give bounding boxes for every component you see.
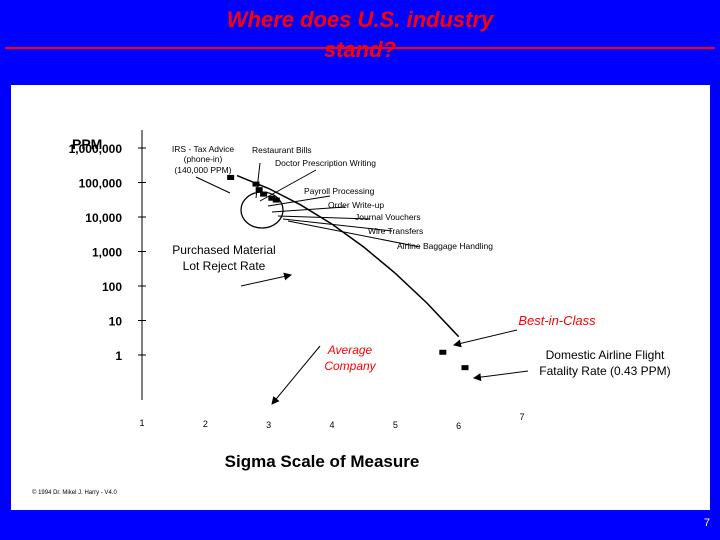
x-tick-label: 6: [456, 421, 461, 431]
annotation-label: Average: [327, 343, 373, 357]
x-tick-label: 5: [393, 420, 398, 430]
y-tick-label: 10: [109, 315, 123, 329]
data-point: [260, 191, 268, 197]
annotation-label: Domestic Airline Flight: [546, 348, 665, 362]
data-point: [252, 181, 260, 187]
y-tick-label: 10,000: [85, 211, 122, 225]
annotation-label: Journal Vouchers: [355, 212, 421, 222]
annotation-label: Best-in-Class: [518, 313, 596, 328]
leader-line: [282, 218, 393, 232]
leader-line: [267, 195, 331, 207]
sigma-curve: [236, 174, 460, 338]
page-number: 7: [703, 517, 710, 529]
annotation-label: (phone-in): [184, 154, 223, 164]
annotation-label: Doctor Prescription Writing: [275, 158, 376, 168]
annotation-label: Airline Baggage Handling: [397, 241, 493, 251]
annotation-arrow: [473, 370, 529, 382]
annotation-label: Order Write-up: [328, 200, 384, 210]
process-cluster-ellipse: [240, 191, 284, 229]
x-tick-label: 3: [266, 420, 271, 430]
data-point: [439, 349, 447, 355]
leader-line: [287, 220, 421, 248]
annotation-label: Restaurant Bills: [252, 145, 312, 155]
leader-line: [259, 169, 317, 202]
slide-title-line-1: Where does U.S. industry: [226, 7, 494, 32]
x-tick-label: 7: [519, 412, 524, 422]
leader-line: [277, 215, 371, 220]
annotation-label: Payroll Processing: [304, 186, 375, 196]
y-tick-label: 100: [102, 280, 122, 294]
y-tick-label: 1,000: [92, 246, 122, 260]
annotation-arrow: [240, 272, 292, 287]
annotation-arrow: [271, 345, 321, 405]
x-axis-label: Sigma Scale of Measure: [225, 452, 420, 471]
annotation-label: Wire Transfers: [368, 226, 423, 236]
data-point: [255, 187, 263, 193]
chart-panel: [11, 85, 710, 510]
x-tick-label: 1: [139, 418, 144, 428]
annotation-label: Purchased Material: [172, 243, 275, 257]
leader-line: [195, 176, 231, 194]
data-point: [227, 174, 235, 180]
data-point: [272, 197, 280, 203]
annotation-label: IRS - Tax Advice: [172, 144, 234, 154]
annotation-label: Fatality Rate (0.43 PPM): [539, 364, 670, 378]
x-tick-label: 4: [329, 420, 334, 430]
slide-title-line-2: stand?: [323, 37, 397, 62]
leader-line: [271, 206, 346, 213]
copyright-notice: © 1994 Dr. Mikel J. Harry - V4.0: [32, 490, 117, 496]
y-tick-label: 1,000,000: [69, 142, 123, 156]
y-tick-label: 100,000: [79, 177, 123, 191]
leader-line: [255, 162, 261, 199]
annotation-arrow: [453, 329, 518, 348]
title-underline: [5, 47, 715, 49]
annotation-label: (140,000 PPM): [174, 165, 231, 175]
data-point: [268, 195, 276, 201]
x-tick-label: 2: [203, 419, 208, 429]
annotation-label: Company: [324, 359, 376, 373]
annotation-label: Lot Reject Rate: [183, 259, 266, 273]
data-point: [461, 365, 469, 371]
y-axis-label: PPM: [72, 136, 102, 152]
y-tick-label: 1: [115, 349, 122, 363]
